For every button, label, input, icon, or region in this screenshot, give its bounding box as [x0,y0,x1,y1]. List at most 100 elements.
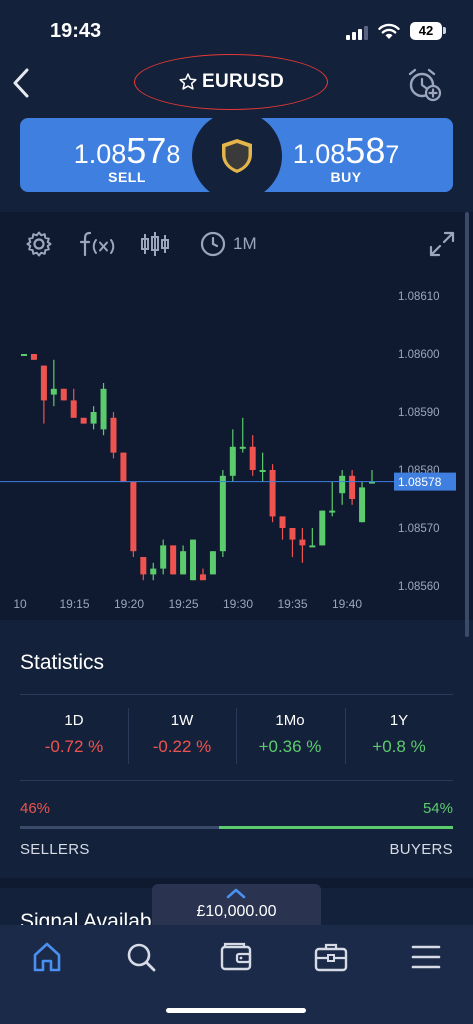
home-icon[interactable] [27,939,67,975]
y-tick-label: 1.08570 [398,523,440,535]
wallet-icon[interactable] [216,939,256,975]
y-tick-label: 1.08610 [398,291,440,303]
candle-body [110,417,117,453]
candle [289,528,296,557]
candle [259,452,266,482]
candle-body [150,568,157,575]
clock-icon[interactable] [199,230,227,258]
scrollbar[interactable] [465,212,469,637]
back-arrow-icon[interactable] [8,66,34,100]
candle-body [349,475,356,499]
status-bar: 19:43 42 [0,0,473,62]
bottom-nav [0,925,473,1024]
candle [190,539,197,581]
shield-icon [222,139,252,173]
x-tick-label: 19:15 [59,597,89,611]
candle-body [100,388,107,430]
protection-badge[interactable] [192,111,282,201]
section-separator [0,878,473,888]
candle-body [299,539,306,546]
buy-price: 1.08587 [239,130,453,172]
chart-toolbar: 1M [0,212,473,276]
period-1w: 1W -0.22 % [128,712,236,757]
candle-body [190,539,197,581]
indicators-icon[interactable] [79,230,115,258]
candle [40,365,47,424]
candle [349,470,356,505]
buy-price-fraction: 7 [385,141,400,169]
x-tick-label: 19:30 [223,597,253,611]
wifi-icon [378,23,400,39]
candle [70,388,77,418]
candle-body [219,475,226,552]
sell-button[interactable]: 1.08578 SELL [20,118,234,192]
candle-body [50,388,57,395]
star-icon[interactable] [178,72,198,92]
x-tick-label: 19:35 [277,597,307,611]
candle-body [249,446,256,470]
period-change: +0.8 % [372,737,426,756]
candle [180,545,187,575]
candle [239,417,246,453]
current-price-tag [394,472,456,491]
balance-tab[interactable]: £10,000.00 [152,884,321,928]
candle-body [80,417,87,424]
candle-body [70,400,77,418]
candle [80,417,87,424]
statistics-title: Statistics [20,651,105,674]
sell-price-base: 1.08 [73,139,127,169]
candle-body [229,446,236,476]
sellers-label: SELLERS [20,841,90,858]
menu-icon[interactable] [406,939,446,975]
period-divider [236,708,237,764]
candle [140,557,147,581]
candle [309,528,316,548]
candle-body [359,487,366,523]
candle-body [40,365,47,401]
candle-body [170,545,177,575]
period-change: -0.22 % [152,737,212,756]
period-1y: 1Y +0.8 % [345,712,453,757]
buyers-label: BUYERS [389,841,453,858]
candle-body [369,481,375,484]
candle [359,481,366,523]
candle [90,406,97,430]
battery-cap [443,27,446,34]
candle-body [309,545,316,548]
candle [120,452,127,482]
candle [21,354,27,356]
candlestick-type-icon[interactable] [140,230,170,258]
buy-price-base: 1.08 [292,139,346,169]
price-bar: 1.08578 SELL 1.08587 BUY [20,111,453,201]
x-tick-label: 19:20 [114,597,144,611]
period-divider [345,708,346,764]
buy-label: BUY [330,169,362,185]
x-tick-label: 19:40 [332,597,362,611]
sell-label: SELL [108,169,146,185]
period-change: -0.72 % [44,737,104,756]
period-label: 1W [170,712,194,729]
sell-price: 1.08578 [20,130,234,172]
timeframe-selector[interactable]: 1M [233,234,257,253]
candle [339,470,346,505]
gear-icon[interactable] [25,230,53,258]
sellers-percent: 46% [20,800,51,817]
candle-body [30,354,37,360]
instrument-title[interactable]: EURUSD [134,54,328,110]
period-label: 1Y [389,712,409,729]
candle [369,470,375,484]
candle-body [259,470,266,472]
instrument-name: EURUSD [201,71,285,92]
search-icon[interactable] [121,939,161,975]
y-tick-label: 1.08590 [398,407,440,419]
candle [30,354,37,360]
period-1mo: 1Mo +0.36 % [236,712,344,757]
candle [329,481,336,517]
fullscreen-icon[interactable] [428,230,456,258]
candle [209,551,216,575]
battery-indicator: 42 [410,22,442,40]
candle-body [90,412,97,424]
price-alert-icon[interactable] [406,66,442,102]
price-chart[interactable]: 1.086101.086001.085901.085801.085701.085… [0,274,465,620]
portfolio-icon[interactable] [311,939,351,975]
